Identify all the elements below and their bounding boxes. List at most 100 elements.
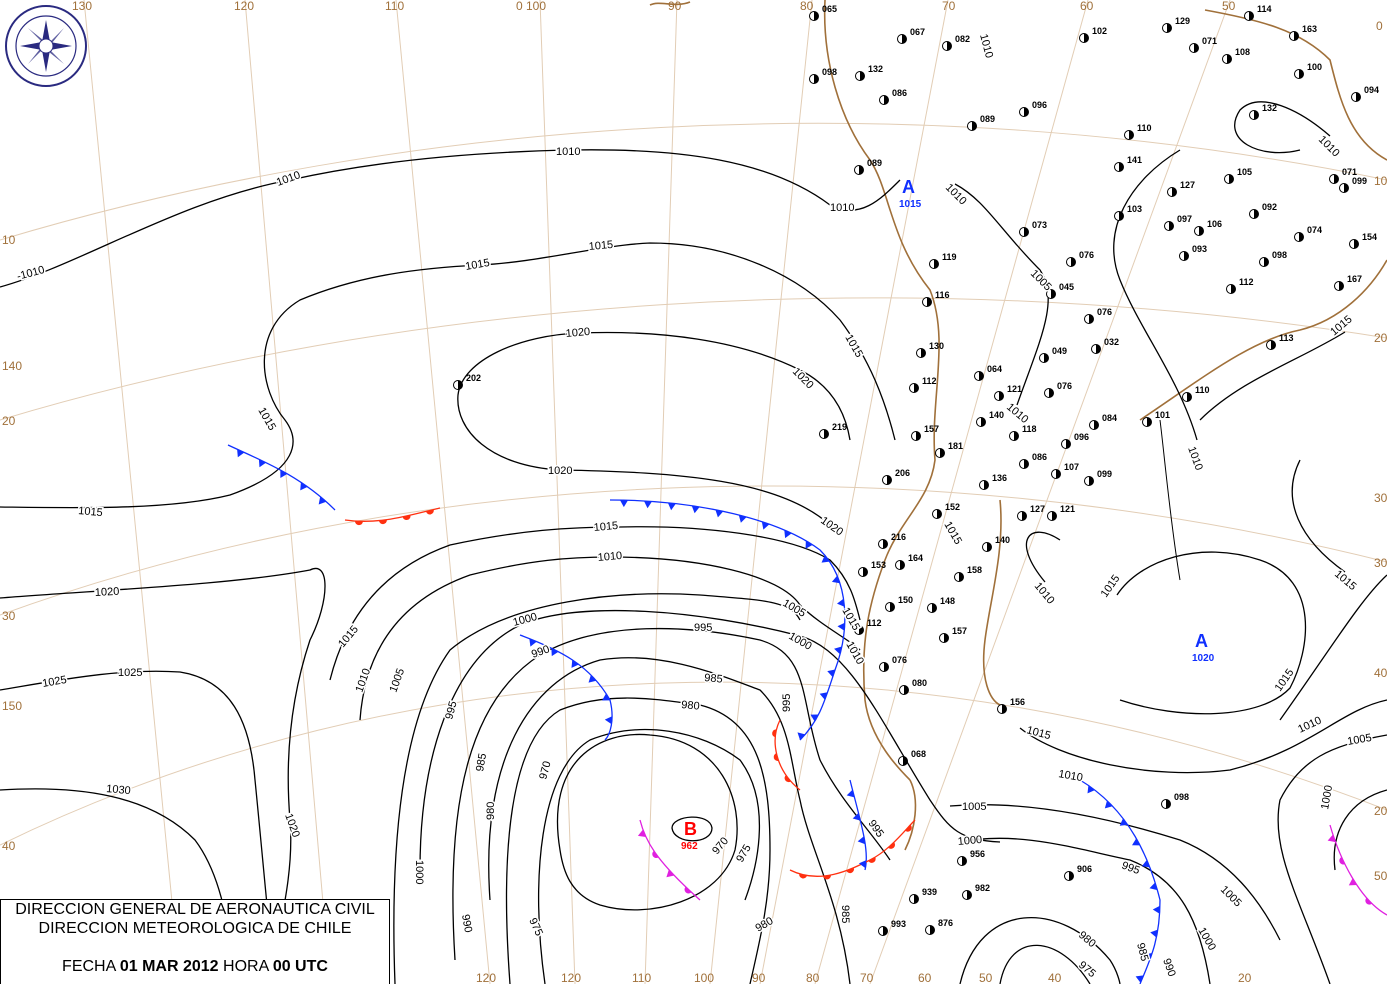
station-pressure: 098 [1174, 792, 1189, 802]
isobar-label: 995 [694, 622, 712, 634]
station-pressure: 939 [922, 887, 937, 897]
station-plot: 089 [967, 114, 995, 131]
front-triangle-marker [858, 860, 867, 869]
front-semicircle-marker [905, 824, 912, 832]
cloud-fill [1089, 476, 1094, 486]
station-plot: 163 [1289, 24, 1317, 41]
isobar-label: 1015 [464, 257, 490, 273]
station-plot: 112 [909, 376, 937, 393]
cloud-fill [1344, 183, 1349, 193]
front-triangle-marker [643, 500, 652, 509]
station-plot: 101 [1142, 410, 1170, 427]
graticule-label: 20 [1374, 331, 1387, 345]
isobar-label: 1020 [818, 515, 845, 539]
station-plot: 112 [1226, 277, 1254, 294]
front-triangle-marker [837, 622, 845, 631]
isobar-label: 980 [485, 802, 497, 820]
graticule-label: 50 [1222, 0, 1236, 13]
station-plot: 157 [939, 626, 967, 643]
front-semicircle-marker [888, 842, 896, 849]
low-pressure-center: B 962 [681, 819, 698, 852]
station-plot: 164 [895, 553, 923, 570]
front-semicircle-marker [354, 521, 363, 526]
station-plot: 082 [942, 34, 970, 51]
station-plot: 110 [1182, 385, 1210, 402]
station-pressure: 876 [938, 918, 953, 928]
graticule-label: 50 [1374, 869, 1387, 883]
graticule-label: 120 [234, 0, 254, 13]
hour-label: HORA [223, 958, 269, 975]
isobar-label: 1010 [1032, 580, 1057, 606]
pressure-centers: A 1015 A 1020 B 962 [681, 177, 1215, 852]
isobar-label: 1010 [1185, 445, 1205, 472]
cloud-fill [902, 34, 907, 44]
station-plot: 132 [1249, 103, 1277, 120]
isobar-label: 990 [530, 643, 551, 661]
cloud-fill [824, 429, 829, 439]
cloud-fill [1089, 314, 1094, 324]
isobar-label: 970 [537, 760, 553, 781]
cloud-fill [859, 625, 864, 635]
cloud-fill [1334, 174, 1339, 184]
cloud-fill [940, 448, 945, 458]
cloud-fill [930, 925, 935, 935]
cloud-fill [1022, 511, 1027, 521]
front-triangle-marker [819, 692, 828, 700]
graticule-label: 110 [632, 971, 651, 984]
station-pressure: 099 [1097, 469, 1112, 479]
front-semicircle-marker [799, 873, 808, 879]
graticule-label: 0 100 [516, 0, 546, 13]
isobar-label: 1010 [943, 182, 969, 208]
front-triangle-marker [831, 575, 840, 584]
cloud-fill [972, 121, 977, 131]
isobar-label: 1015 [78, 505, 103, 519]
station-plot: 118 [1009, 424, 1037, 441]
isobar-label: 1015 [336, 623, 361, 649]
front-triangle-marker [637, 829, 646, 837]
cloud-fill [1184, 251, 1189, 261]
cloud-fill [887, 475, 892, 485]
station-pressure: 141 [1127, 155, 1142, 165]
front-triangle-marker [571, 659, 579, 668]
cloud-fill [1187, 392, 1192, 402]
cloud-fill [1231, 284, 1236, 294]
isobar-label: 1005 [388, 667, 408, 694]
station-pressure: 106 [1207, 219, 1222, 229]
cloud-fill [1119, 162, 1124, 172]
front-triangle-marker [797, 732, 806, 740]
cloud-fill [1229, 174, 1234, 184]
graticule-label: 70 [942, 0, 956, 13]
front-triangle-marker [1348, 878, 1357, 886]
station-plot: 065 [809, 4, 837, 21]
station-pressure: 152 [945, 502, 960, 512]
isobar-label: 1000 [787, 630, 814, 653]
station-plot: 982 [962, 883, 990, 900]
cloud-fill [987, 542, 992, 552]
front-triangle-marker [836, 598, 845, 607]
graticule-label: 50 [979, 971, 993, 984]
station-plot: 094 [1351, 85, 1379, 102]
station-plot: 906 [1064, 864, 1092, 881]
isobar-label: 1015 [588, 239, 613, 253]
front-triangle-marker [846, 789, 855, 798]
station-pressure: 065 [822, 4, 837, 14]
station-plot: 132 [855, 64, 883, 81]
front-triangle-marker [1152, 905, 1160, 914]
station-pressure: 092 [1262, 202, 1277, 212]
station-pressure: 089 [867, 158, 882, 168]
station-pressure: 132 [1262, 103, 1277, 113]
isobar-label: 1000 [1195, 926, 1218, 953]
station-pressure: 112 [1239, 277, 1254, 287]
dmc-logo-icon [5, 5, 87, 87]
station-plot: 113 [1266, 333, 1294, 350]
front-triangle-marker [1327, 834, 1336, 843]
isobar-label: 1025 [41, 674, 67, 690]
isobar-label: 975 [526, 916, 545, 938]
station-pressure: 071 [1202, 36, 1217, 46]
station-plot: 076 [1066, 250, 1094, 267]
office-name: DIRECCION METEOROLOGICA DE CHILE [38, 920, 352, 937]
station-plot: 073 [1019, 220, 1047, 237]
cloud-fill [927, 297, 932, 307]
isobar-label: 1015 [1025, 724, 1052, 742]
